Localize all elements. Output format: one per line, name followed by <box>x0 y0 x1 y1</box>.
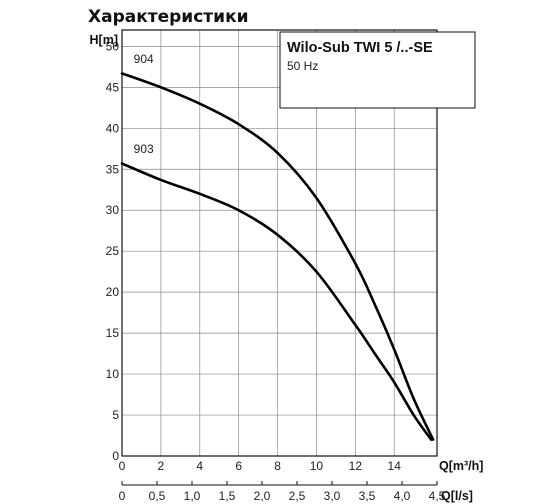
curve-label-903: 903 <box>134 142 154 156</box>
x2-tick-label: 0 <box>119 489 126 503</box>
plot-border <box>121 29 438 457</box>
curve-904 <box>120 72 435 441</box>
legend-title: Wilo-Sub TWI 5 /..-SE <box>287 40 433 56</box>
y-tick-label: 45 <box>106 80 120 94</box>
legend-subtitle: 50 Hz <box>287 59 318 73</box>
y-axis-label: H[m] <box>90 33 118 47</box>
x-tick-label: 4 <box>196 459 203 473</box>
x-axis-label: Q[m³/h] <box>439 459 483 473</box>
curves <box>120 72 435 441</box>
curve-labels: 904 903 <box>134 52 154 156</box>
curve-903 <box>120 162 433 441</box>
x-tick-label: 10 <box>310 459 324 473</box>
x2-tick-label: 4,0 <box>394 489 411 503</box>
x-tick-label: 14 <box>388 459 402 473</box>
x-tick-label: 8 <box>274 459 281 473</box>
x2-tick-label: 2,0 <box>254 489 271 503</box>
x-tick-label: 12 <box>349 459 363 473</box>
x2-tick-label: 3,5 <box>359 489 376 503</box>
x2-tick-label: 1,0 <box>184 489 201 503</box>
y-tick-label: 20 <box>106 285 120 299</box>
x-axis-ticks: 0 2 4 6 8 10 12 14 <box>119 459 402 473</box>
y-tick-label: 50 <box>106 39 120 53</box>
x2-tick-label: 1,5 <box>219 489 236 503</box>
x2-tick-label: 4,5 <box>429 489 446 503</box>
y-tick-label: 0 <box>112 449 119 463</box>
secondary-x-axis: 0 0,5 1,0 1,5 2,0 2,5 3,0 3,5 4,0 4,5 <box>119 481 446 503</box>
x-tick-label: 0 <box>119 459 126 473</box>
y-tick-label: 40 <box>106 121 120 135</box>
x2-tick-label: 2,5 <box>289 489 306 503</box>
curve-label-904: 904 <box>134 52 154 66</box>
x2-axis-label: Q[l/s] <box>441 489 473 503</box>
y-tick-label: 35 <box>106 162 120 176</box>
x-tick-label: 6 <box>235 459 242 473</box>
chart-title: Характеристики <box>88 7 249 27</box>
x-tick-label: 2 <box>158 459 165 473</box>
y-tick-label: 30 <box>106 203 120 217</box>
y-tick-label: 10 <box>106 367 120 381</box>
y-tick-label: 15 <box>106 326 120 340</box>
plot-frame <box>121 29 438 457</box>
y-tick-label: 25 <box>106 244 120 258</box>
y-axis-ticks: 0 5 10 15 20 25 30 35 40 45 50 <box>106 39 120 463</box>
y-tick-label: 5 <box>112 408 119 422</box>
x2-tick-label: 0,5 <box>149 489 166 503</box>
x2-tick-label: 3,0 <box>324 489 341 503</box>
legend-frame <box>279 31 476 109</box>
legend-box: Wilo-Sub TWI 5 /..-SE 50 Hz <box>279 31 476 109</box>
